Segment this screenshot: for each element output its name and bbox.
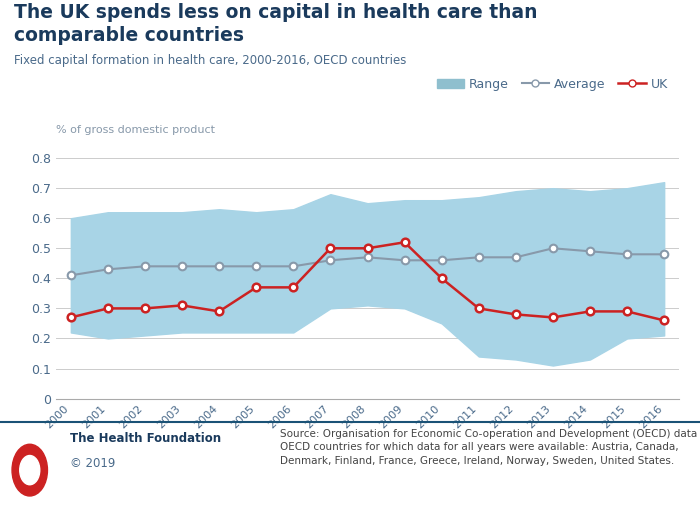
Text: comparable countries: comparable countries (14, 26, 244, 44)
Legend: Range, Average, UK: Range, Average, UK (432, 73, 673, 96)
Circle shape (20, 455, 40, 485)
Text: Source: Organisation for Economic Co-operation and Development (OECD) data for
O: Source: Organisation for Economic Co-ope… (280, 429, 700, 466)
Text: % of gross domestic product: % of gross domestic product (56, 125, 215, 135)
Circle shape (12, 444, 48, 496)
Text: © 2019: © 2019 (70, 457, 116, 470)
Text: The UK spends less on capital in health care than: The UK spends less on capital in health … (14, 3, 538, 21)
Text: The Health Foundation: The Health Foundation (70, 432, 221, 445)
Text: Fixed capital formation in health care, 2000-2016, OECD countries: Fixed capital formation in health care, … (14, 54, 407, 66)
